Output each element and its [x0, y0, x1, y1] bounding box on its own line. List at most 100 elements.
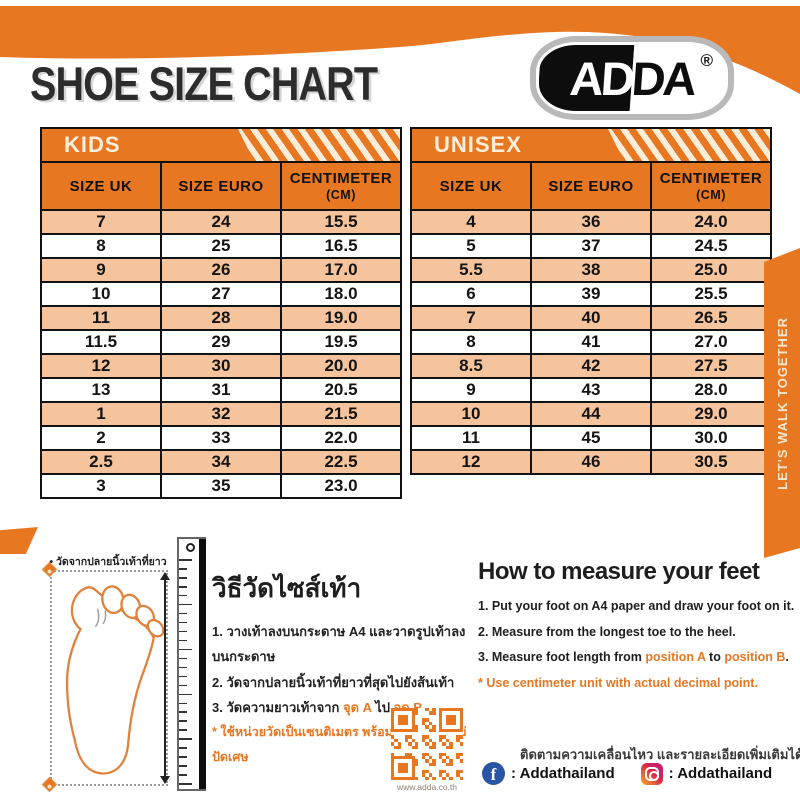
size-cell: 29 — [160, 329, 282, 355]
size-cell: 25.5 — [650, 281, 772, 307]
adda-logo-left: AD — [539, 45, 635, 111]
size-cell: 5 — [410, 233, 532, 259]
size-cell: 38 — [530, 257, 652, 283]
size-cell: 8.5 — [410, 353, 532, 379]
instagram-handle[interactable]: : Addathailand — [668, 765, 773, 782]
size-cell: 22.5 — [280, 449, 402, 475]
size-cell: 25.0 — [650, 257, 772, 283]
size-row: 6 39 25.5 — [410, 281, 772, 307]
size-cell: 21.5 — [280, 401, 402, 427]
size-row: 5.5 38 25.0 — [410, 257, 772, 283]
size-cell: 16.5 — [280, 233, 402, 259]
size-row: 7 24 15.5 — [40, 209, 402, 235]
column-header-centimeter: CENTIMETER (CM) — [280, 161, 402, 211]
size-cell: 35 — [160, 473, 282, 499]
size-row: 11.5 29 19.5 — [40, 329, 402, 355]
unisex-table-title: UNISEX — [434, 132, 522, 157]
top-wave-band — [0, 6, 800, 94]
size-cell: 43 — [530, 377, 652, 403]
size-cell: 5.5 — [410, 257, 532, 283]
size-cell: 24.5 — [650, 233, 772, 259]
size-cell: 7 — [40, 209, 162, 235]
size-cell: 26 — [160, 257, 282, 283]
column-header-size-uk: SIZE UK — [410, 161, 532, 211]
size-cell: 18.0 — [280, 281, 402, 307]
size-cell: 25 — [160, 233, 282, 259]
size-cell: 10 — [40, 281, 162, 307]
size-row: 11 45 30.0 — [410, 425, 772, 451]
adda-logo-face: AD DA ® — [539, 45, 725, 111]
english-heading: How to measure your feet — [478, 558, 760, 585]
size-cell: 32 — [160, 401, 282, 427]
size-cell: 39 — [530, 281, 652, 307]
size-cell: 37 — [530, 233, 652, 259]
column-header-size-euro: SIZE EURO — [530, 161, 652, 211]
size-cell: 27.0 — [650, 329, 772, 355]
size-row: 12 30 20.0 — [40, 353, 402, 379]
diagonal-stripes-decoration — [238, 130, 399, 160]
size-cell: 9 — [40, 257, 162, 283]
ruler-illustration — [177, 537, 206, 791]
size-cell: 9 — [410, 377, 532, 403]
size-cell: 41 — [530, 329, 652, 355]
size-cell: 33 — [160, 425, 282, 451]
thai-step-3: 3. วัดความยาวเท้าจาก จุด A ไป จุด B — [212, 695, 474, 720]
position-a-highlight: position A — [645, 650, 706, 665]
lets-walk-together-ribbon: LET'S WALK TOGETHER — [764, 248, 800, 558]
english-step-1: 1. Put your foot on A4 paper and draw yo… — [478, 599, 795, 613]
adda-logo-ring: AD DA ® — [536, 42, 728, 114]
size-cell: 42 — [530, 353, 652, 379]
size-row: 9 26 17.0 — [40, 257, 402, 283]
size-cell: 40 — [530, 305, 652, 331]
kids-table-body: 7 24 15.5 8 25 16.5 9 26 17.0 10 27 18.0 11 28 19.0 11.… — [40, 209, 402, 499]
size-row: 8 25 16.5 — [40, 233, 402, 259]
size-cell: 34 — [160, 449, 282, 475]
size-row: 5 37 24.5 — [410, 233, 772, 259]
size-cell: 30 — [160, 353, 282, 379]
ruler-ticks — [179, 559, 206, 785]
size-cell: 3 — [40, 473, 162, 499]
kids-header-row: SIZE UK SIZE EURO CENTIMETER (CM) — [40, 161, 402, 211]
size-cell: 28.0 — [650, 377, 772, 403]
ruler-edge-bar — [199, 539, 206, 789]
size-cell: 11 — [410, 425, 532, 451]
english-note: * Use centimeter unit with actual decima… — [478, 675, 758, 690]
size-cell: 11.5 — [40, 329, 162, 355]
ribbon-text: LET'S WALK TOGETHER — [774, 316, 790, 490]
size-cell: 7 — [410, 305, 532, 331]
size-cell: 10 — [410, 401, 532, 427]
position-b-highlight: position B — [724, 650, 786, 665]
english-instructions: How to measure your feet 1. Put your foo… — [478, 558, 796, 696]
column-header-size-uk: SIZE UK — [40, 161, 162, 211]
size-cell: 22.0 — [280, 425, 402, 451]
size-cell: 27 — [160, 281, 282, 307]
size-cell: 24.0 — [650, 209, 772, 235]
unisex-table-body: 4 36 24.0 5 37 24.5 5.5 38 25.0 6 39 25.5 7 40 26.5 8 41… — [410, 209, 772, 475]
social-links-row: f : Addathailand : Addathailand — [482, 762, 772, 785]
size-row: 2 33 22.0 — [40, 425, 402, 451]
size-cell: 30.5 — [650, 449, 772, 475]
size-cell: 8 — [40, 233, 162, 259]
size-row: 11 28 19.0 — [40, 305, 402, 331]
size-row: 1 32 21.5 — [40, 401, 402, 427]
follow-us-text: ติดตามความเคลื่อนไหว และรายละเอียดเพิ่มเ… — [520, 747, 800, 762]
size-cell: 12 — [40, 353, 162, 379]
column-header-centimeter: CENTIMETER (CM) — [650, 161, 772, 211]
size-cell: 4 — [410, 209, 532, 235]
facebook-icon[interactable]: f — [482, 762, 505, 785]
instagram-icon[interactable] — [640, 762, 663, 785]
size-cell: 2.5 — [40, 449, 162, 475]
size-cell: 30.0 — [650, 425, 772, 451]
size-cell: 12 — [410, 449, 532, 475]
foot-length-arrow — [160, 572, 170, 784]
english-step-3: 3. Measure foot length from position A t… — [478, 650, 789, 665]
size-cell: 19.0 — [280, 305, 402, 331]
size-row: 2.5 34 22.5 — [40, 449, 402, 475]
size-cell: 20.5 — [280, 377, 402, 403]
size-row: 3 35 23.0 — [40, 473, 402, 499]
facebook-handle[interactable]: : Addathailand — [511, 765, 615, 782]
kids-table-title: KIDS — [64, 132, 121, 157]
size-row: 8.5 42 27.5 — [410, 353, 772, 379]
